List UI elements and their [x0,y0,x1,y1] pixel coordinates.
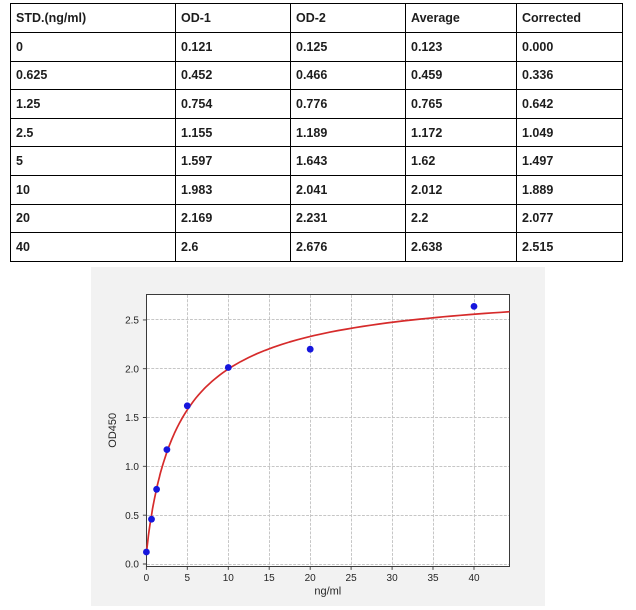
svg-text:15: 15 [264,573,276,584]
svg-text:10: 10 [223,573,235,584]
svg-text:0.0: 0.0 [125,560,139,571]
svg-text:35: 35 [427,573,439,584]
svg-text:30: 30 [387,573,399,584]
svg-text:0.5: 0.5 [125,511,139,522]
svg-text:1.5: 1.5 [125,413,139,424]
svg-text:2.0: 2.0 [125,364,139,375]
svg-text:40: 40 [468,573,480,584]
svg-text:0: 0 [144,573,150,584]
svg-text:ng/ml: ng/ml [314,586,341,598]
svg-text:OD450: OD450 [107,413,119,448]
svg-text:25: 25 [346,573,358,584]
svg-text:1.0: 1.0 [125,462,139,473]
svg-text:2.5: 2.5 [125,315,139,326]
svg-text:20: 20 [305,573,317,584]
svg-text:5: 5 [185,573,191,584]
